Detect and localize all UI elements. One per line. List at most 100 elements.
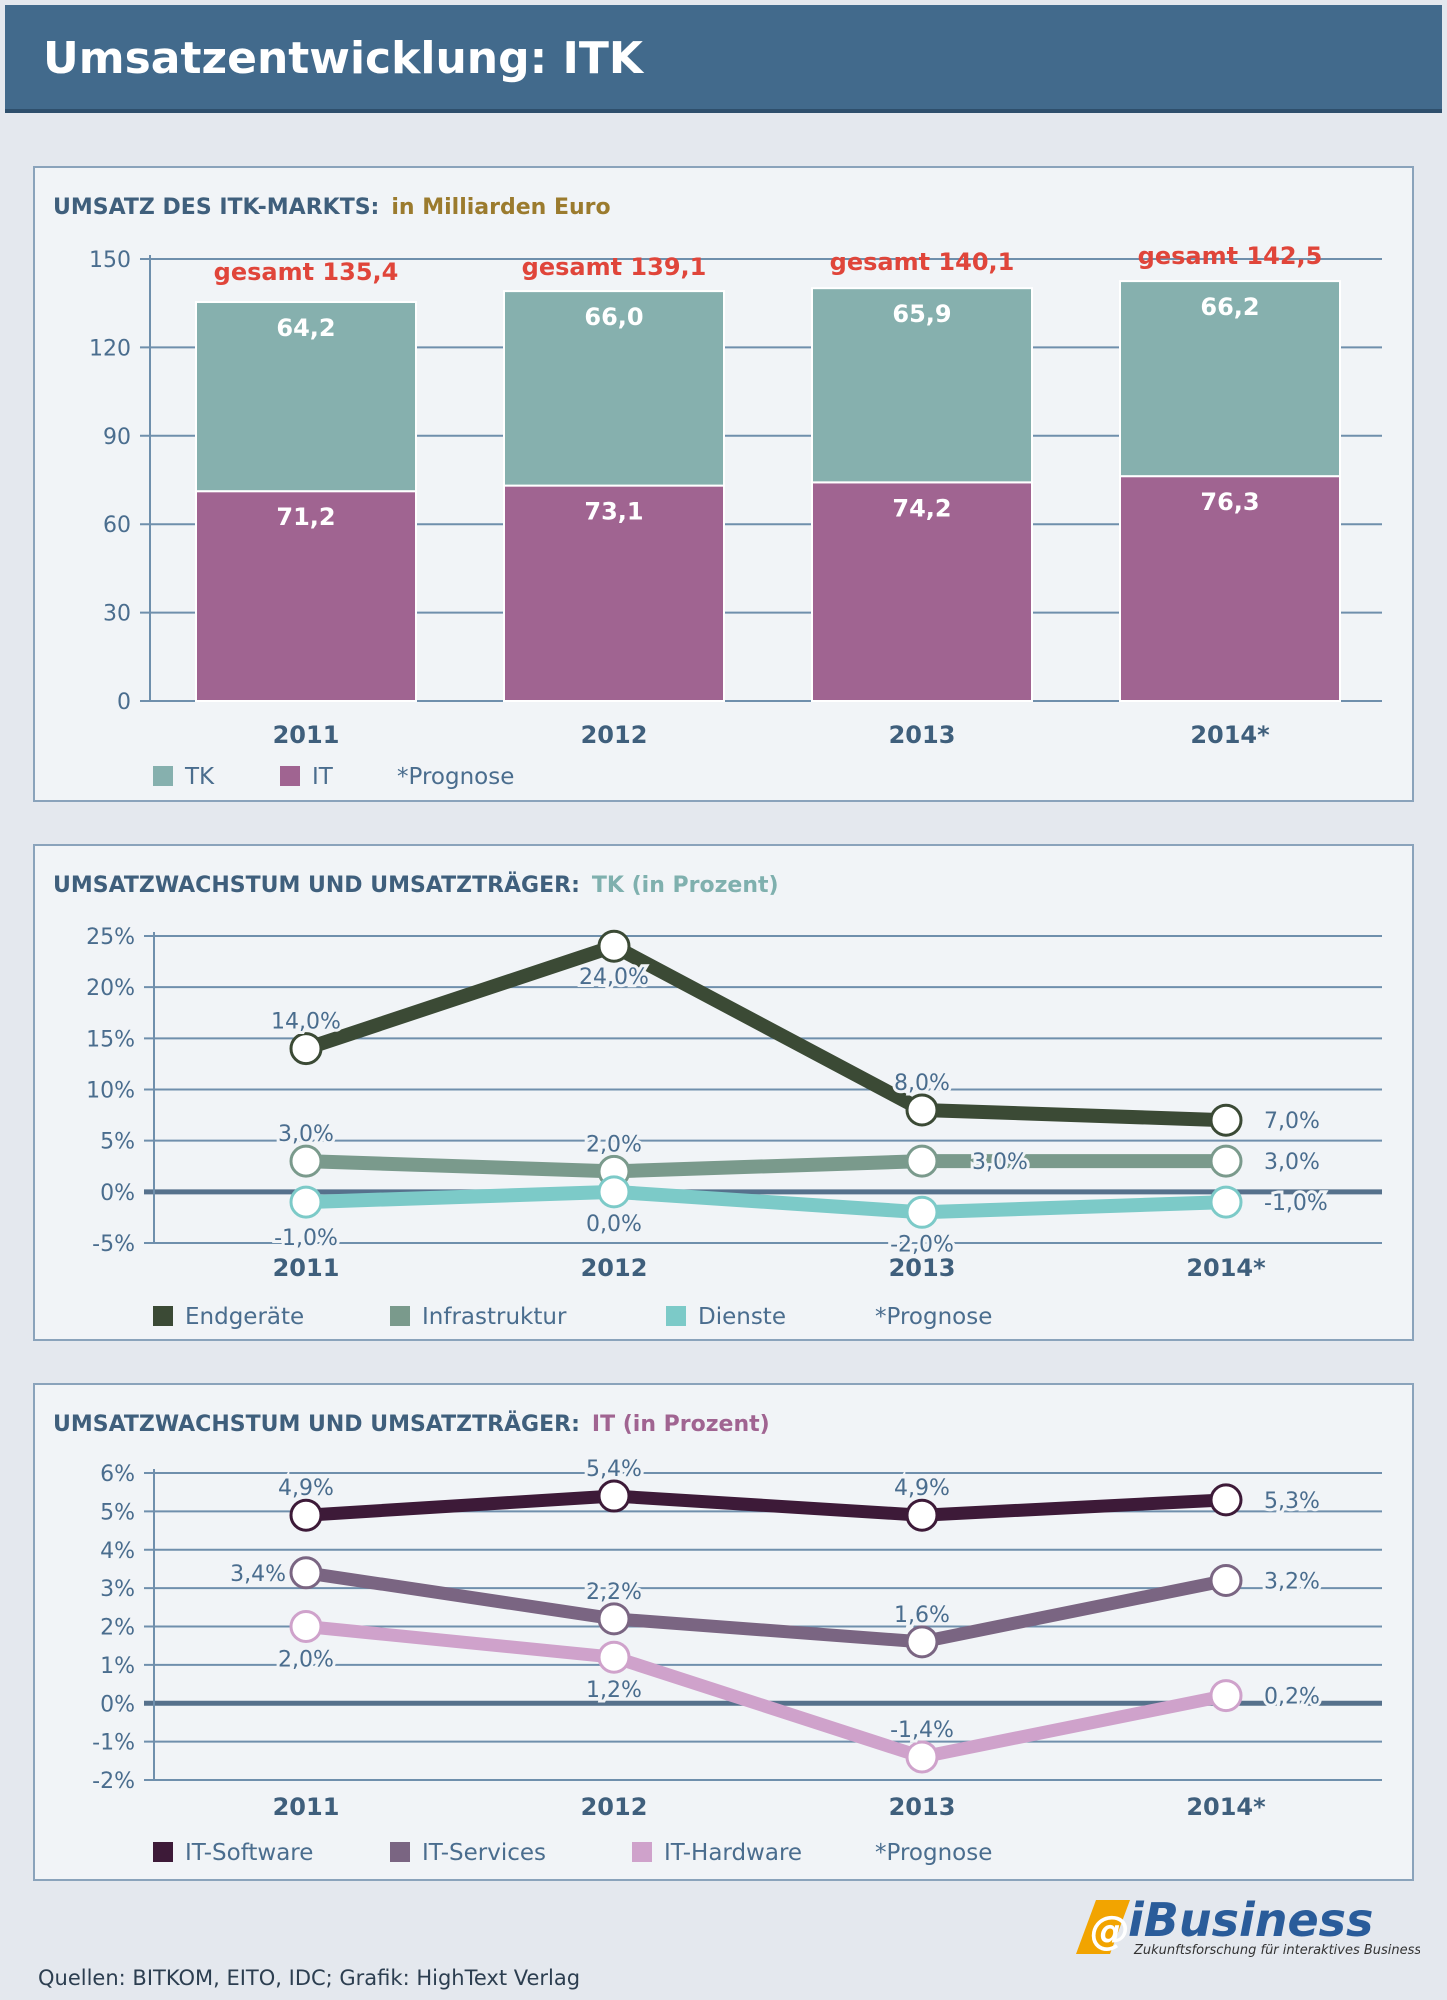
bar-value-label: 76,3 [1200,488,1259,516]
data-label: 1,6% [894,1603,950,1628]
bar-tk [811,287,1033,484]
y-tick-label: 0 [117,690,131,715]
x-tick-label: 2012 [581,1793,648,1821]
y-tick-label: 30 [103,602,131,627]
data-label: 24,0% [579,965,649,990]
y-tick-label: 2% [100,1616,135,1641]
bar-value-label: 66,0 [584,303,643,331]
legend-label: IT-Hardware [664,1840,802,1866]
revenue-chart-panel: UMSATZ DES ITK-MARKTS: in Milliarden Euro… [33,166,1414,802]
y-tick-label: -5% [92,1232,135,1257]
total-label: gesamt 140,1 [830,248,1015,276]
chart-title: UMSATZWACHSTUM UND UMSATZTRÄGER: TK (in P… [53,872,779,898]
data-point [597,1479,631,1513]
prognose-note: *Prognose [875,1304,992,1330]
legend-label: IT-Services [422,1840,546,1866]
data-label: 7,0% [1264,1109,1320,1134]
series-line-infrastruktur [305,1154,1226,1179]
y-tick-label: 60 [103,513,131,538]
bar-value-label: 71,2 [276,503,335,531]
legend-swatch [632,1842,652,1862]
legend-label: IT-Software [185,1840,313,1866]
y-tick-label: 15% [86,1027,135,1052]
svg-text:@: @ [1090,1908,1130,1954]
page-title: Umsatzentwicklung: ITK [43,33,643,84]
y-tick-label: 5% [100,1130,135,1155]
logo-wordmark: iBusiness [1128,1893,1373,1947]
data-point [1209,1144,1243,1178]
x-tick-label: 2012 [581,1254,648,1282]
data-label: 3,0% [278,1122,334,1147]
data-label: -1,0% [1264,1191,1328,1216]
data-point [1209,1563,1243,1597]
data-point [905,1144,939,1178]
data-point [905,1093,939,1127]
data-point [289,1185,323,1219]
data-label: 5,3% [1264,1489,1320,1514]
data-label: 4,9% [278,1476,334,1501]
y-tick-label: 3% [100,1577,135,1602]
data-label: 2,2% [586,1580,642,1605]
data-label: 2,0% [278,1648,334,1673]
x-tick-label: 2011 [273,1793,340,1821]
data-point [289,1498,323,1532]
series-line-it-software [305,1489,1227,1522]
series-line-it-hardware [305,1620,1228,1764]
y-tick-label: 20% [86,976,135,1001]
bar-tk [195,301,417,493]
y-tick-label: 10% [86,1079,135,1104]
x-tick-label: 2014* [1186,1254,1266,1282]
series-line-it-services [305,1566,1228,1649]
data-point [905,1498,939,1532]
legend-swatch [153,1842,173,1862]
data-point [1209,1679,1243,1713]
y-tick-label: 90 [103,425,131,450]
data-label: 4,9% [894,1476,950,1501]
data-point [1209,1483,1243,1517]
y-tick-label: -1% [92,1731,135,1756]
legend-label: TK [184,764,215,790]
data-label: 1,2% [586,1678,642,1703]
bar-it [811,481,1033,702]
data-label: 3,2% [1264,1569,1320,1594]
logo-tagline: Zukunftsforschung für interaktives Busin… [1133,1943,1420,1958]
chart-title: UMSATZWACHSTUM UND UMSATZTRÄGER: IT (in P… [53,1411,770,1437]
data-point [1209,1103,1243,1137]
legend-swatch-tk [153,766,173,786]
y-tick-label: 5% [100,1500,135,1525]
legend-swatch [153,1306,173,1326]
data-point [597,1602,631,1636]
header-banner: Umsatzentwicklung: ITK [5,5,1442,113]
x-tick-label: 2013 [889,1793,956,1821]
series-line-dienste [305,1184,1227,1220]
legend-label: Infrastruktur [422,1304,567,1330]
y-tick-label: 6% [100,1462,135,1487]
series-line-endgeräte [303,939,1227,1128]
legend-swatch-it [280,766,300,786]
data-label: -1,4% [890,1718,954,1743]
bar-value-label: 64,2 [276,314,335,342]
revenue-stacked-bar-chart: UMSATZ DES ITK-MARKTS: in Milliarden Euro… [53,195,1382,790]
legend-label: IT [312,764,334,790]
legend-swatch [390,1306,410,1326]
bar-tk [503,290,725,487]
data-label: 0,2% [1264,1685,1320,1710]
data-label: 14,0% [271,1010,341,1035]
bar-value-label: 74,2 [892,494,951,522]
x-tick-label: 2011 [273,721,340,749]
data-point [905,1740,939,1774]
y-tick-label: -2% [92,1769,135,1794]
y-tick-label: 25% [86,925,135,950]
data-label: 3,4% [230,1562,286,1587]
bar-tk [1119,280,1341,478]
data-label: 3,0% [972,1150,1028,1175]
y-tick-label: 1% [100,1654,135,1679]
data-point [289,1032,323,1066]
y-tick-label: 4% [100,1539,135,1564]
data-point [905,1195,939,1229]
y-tick-label: 0% [100,1692,135,1717]
chart-subtitle: in Milliarden Euro [391,195,610,220]
bar-it [1119,475,1341,703]
x-tick-label: 2013 [889,721,956,749]
legend-label: Endgeräte [185,1304,304,1330]
